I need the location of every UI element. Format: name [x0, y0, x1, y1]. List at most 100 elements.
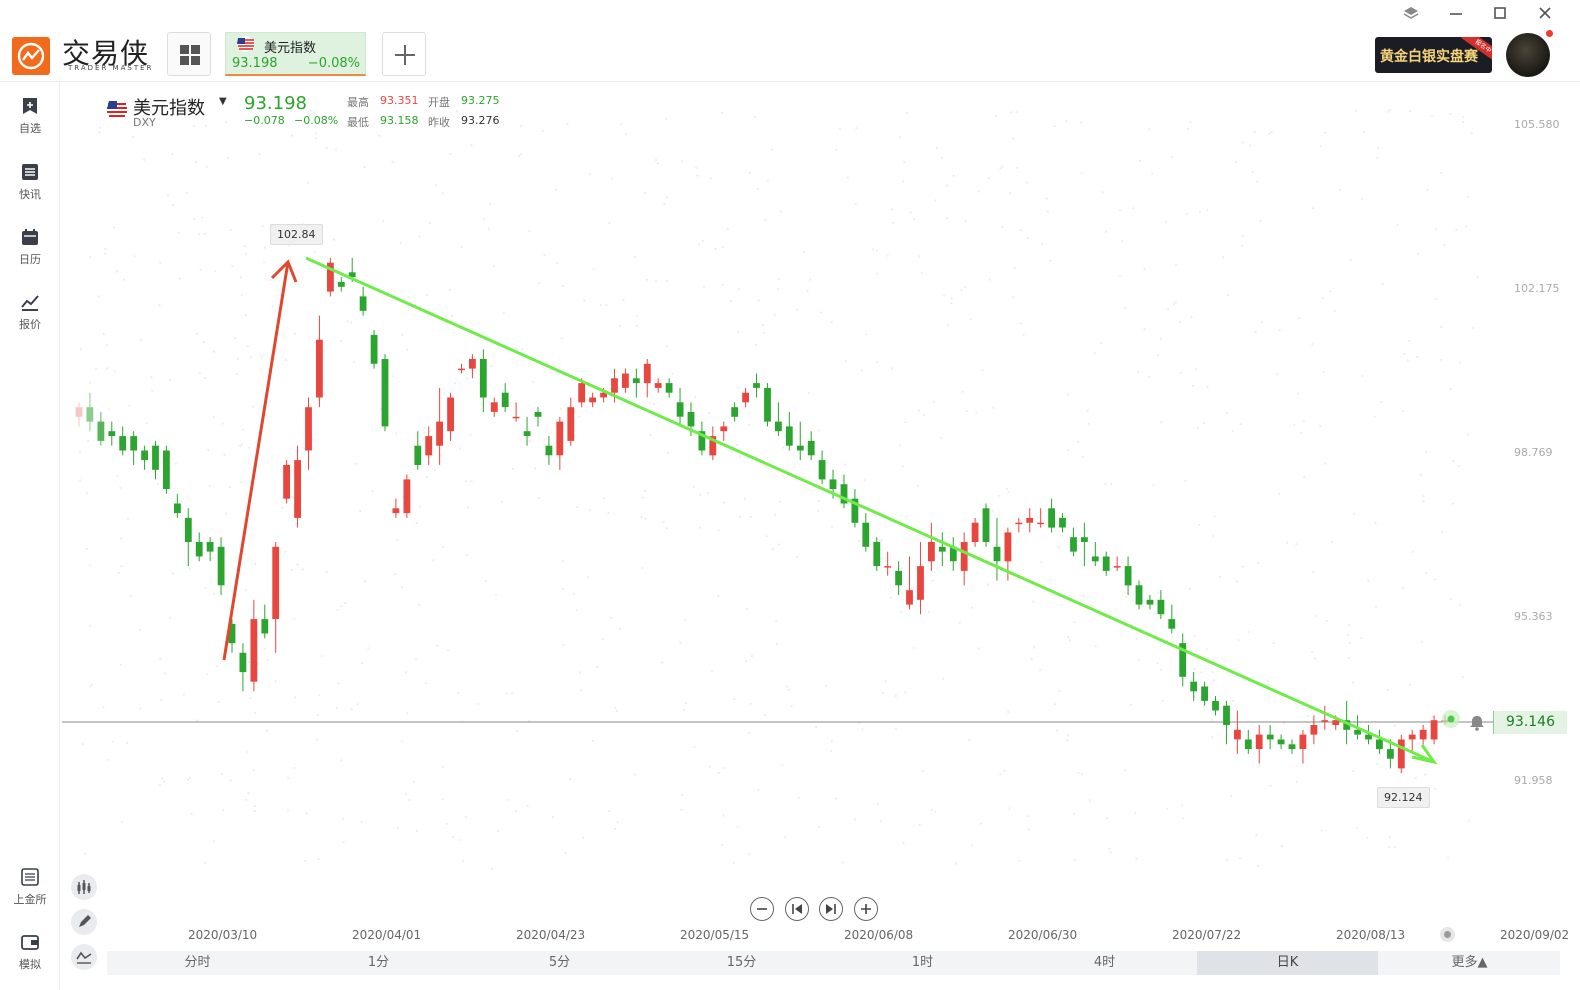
- map-dot: [428, 222, 431, 225]
- map-dot: [1205, 648, 1208, 651]
- map-dot: [815, 725, 818, 729]
- candle-body: [884, 566, 892, 568]
- close-icon[interactable]: [1535, 4, 1555, 22]
- map-dot: [1208, 692, 1211, 695]
- map-dot: [1449, 112, 1452, 115]
- sidebar-item-simulate[interactable]: 模拟: [0, 932, 60, 986]
- map-dot: [1060, 534, 1063, 537]
- candle: [1266, 725, 1274, 750]
- sidebar-item-news[interactable]: 快讯: [0, 162, 60, 216]
- settings-dot-button[interactable]: [1440, 927, 1455, 942]
- caret-down-icon[interactable]: ▼: [219, 96, 227, 107]
- sidebar-item-calendar[interactable]: 日历: [0, 227, 60, 281]
- avatar[interactable]: [1506, 33, 1550, 77]
- maximize-icon[interactable]: [1490, 4, 1510, 22]
- instrument-name[interactable]: 美元指数: [133, 98, 205, 119]
- add-tab-button[interactable]: [382, 32, 426, 76]
- map-dot: [684, 403, 687, 407]
- map-dot: [1148, 128, 1151, 131]
- y-tick-label: 95.363: [1514, 610, 1553, 623]
- map-dot: [977, 190, 980, 193]
- map-dot: [554, 188, 558, 191]
- candle: [490, 397, 498, 417]
- sidebar-item-quotes[interactable]: 报价: [0, 292, 60, 346]
- map-dot: [1241, 234, 1244, 237]
- candle-body: [1244, 739, 1252, 750]
- candle: [283, 460, 290, 504]
- map-dot: [122, 278, 126, 281]
- period-tab[interactable]: 1时: [911, 955, 934, 970]
- candle: [906, 556, 913, 610]
- map-dot: [988, 278, 992, 281]
- period-tab-active[interactable]: 日K: [1197, 951, 1378, 975]
- candle: [567, 397, 575, 446]
- map-dot: [315, 132, 318, 135]
- tab-dxy[interactable]: 美元指数 93.198 −0.08%: [225, 32, 366, 76]
- map-dot: [1179, 371, 1182, 374]
- bell-icon[interactable]: [1468, 714, 1486, 732]
- sidebar-item-sge[interactable]: 上金所: [0, 867, 60, 921]
- candle: [501, 383, 509, 412]
- map-dot: [750, 654, 754, 658]
- map-dot: [318, 694, 321, 697]
- map-dot: [461, 860, 465, 863]
- candle: [1179, 633, 1187, 687]
- candlestick-chart[interactable]: [62, 84, 1580, 950]
- map-dot: [1247, 630, 1250, 634]
- map-dot: [1422, 499, 1425, 503]
- indicator-tool-button[interactable]: [71, 874, 97, 900]
- map-dot: [538, 282, 541, 285]
- minimize-icon[interactable]: [1446, 4, 1466, 22]
- map-dot: [680, 808, 683, 811]
- map-dot: [717, 595, 720, 598]
- map-dot: [203, 232, 206, 235]
- period-tab[interactable]: 分时: [184, 955, 211, 970]
- zoom-out-button[interactable]: [750, 897, 774, 921]
- map-dot: [1351, 681, 1354, 684]
- map-dot: [1080, 121, 1083, 124]
- map-dot: [466, 506, 469, 509]
- candle: [589, 392, 596, 408]
- map-dot: [1138, 159, 1142, 162]
- map-dot: [854, 202, 857, 205]
- period-tab[interactable]: 4时: [1093, 955, 1116, 970]
- last-price-dot: [1447, 715, 1455, 723]
- jump-end-button[interactable]: [819, 897, 843, 921]
- period-tab[interactable]: 5分: [548, 955, 571, 970]
- layers-icon[interactable]: [1401, 4, 1421, 22]
- map-dot: [150, 376, 153, 379]
- map-dot: [903, 160, 906, 163]
- period-tab-more[interactable]: 更多▲: [1451, 955, 1488, 970]
- promo-banner[interactable]: 黄金白银实盘赛 报名中: [1375, 37, 1492, 73]
- map-dot: [1013, 266, 1016, 269]
- map-dot: [806, 290, 809, 293]
- map-dot: [729, 299, 733, 303]
- map-dot: [249, 356, 252, 359]
- candle-body: [108, 431, 116, 436]
- map-dot: [113, 226, 116, 229]
- sidebar-item-watchlist[interactable]: 自选: [0, 96, 60, 150]
- y-tick-label: 102.175: [1514, 282, 1560, 295]
- draw-tool-button[interactable]: [71, 909, 97, 935]
- period-tab[interactable]: 1分: [367, 955, 390, 970]
- candles-icon: [77, 880, 91, 894]
- map-dot: [126, 742, 129, 745]
- map-dot: [364, 580, 367, 583]
- map-dot: [143, 158, 146, 161]
- map-dot: [561, 560, 565, 563]
- candle: [993, 517, 1001, 581]
- map-dot: [884, 680, 887, 683]
- quote-icon: [21, 295, 39, 311]
- x-tick-label: 2020/08/13: [1336, 928, 1406, 942]
- layout-grid-button[interactable]: [167, 32, 211, 76]
- map-dot: [1388, 846, 1391, 849]
- period-tab[interactable]: 15分: [726, 955, 757, 970]
- zoom-in-button[interactable]: [854, 897, 878, 921]
- map-dot: [305, 812, 308, 815]
- map-dot: [857, 539, 861, 543]
- jump-start-button[interactable]: [785, 897, 809, 921]
- chart-area[interactable]: [62, 84, 1580, 950]
- compare-tool-button[interactable]: [71, 944, 97, 970]
- map-dot: [1086, 409, 1089, 412]
- map-dot: [344, 602, 347, 605]
